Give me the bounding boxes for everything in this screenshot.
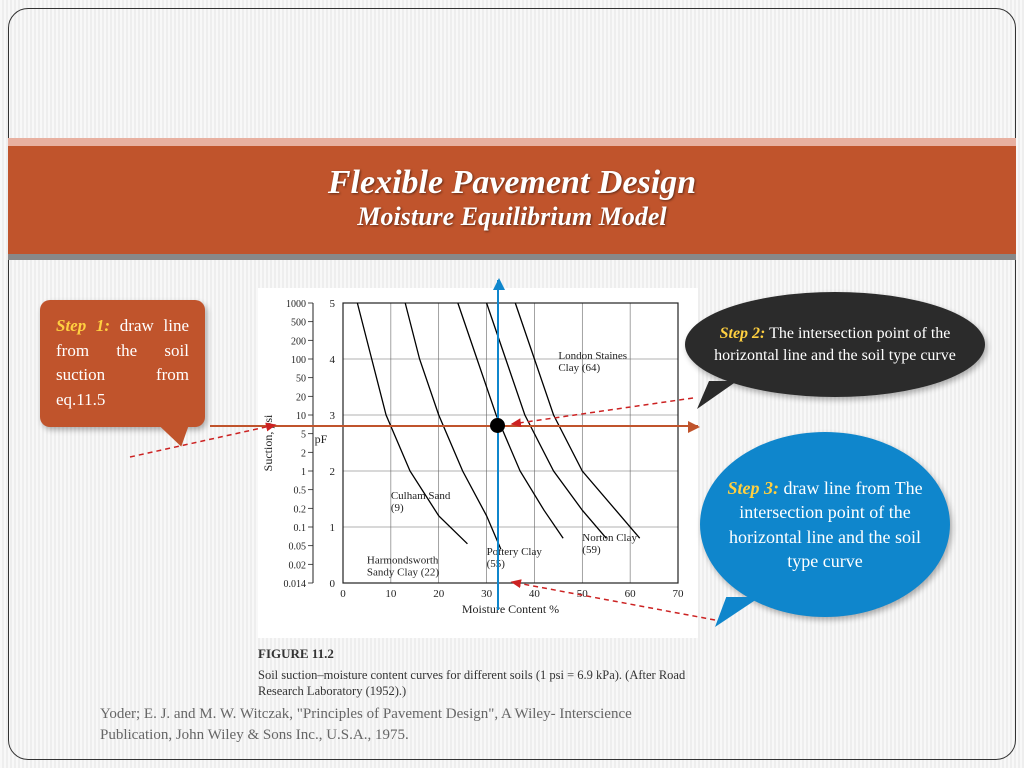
svg-text:100: 100: [291, 355, 306, 366]
svg-text:Harmondsworth: Harmondsworth: [367, 554, 439, 566]
citation: Yoder; E. J. and M. W. Witczak, "Princip…: [100, 704, 660, 746]
svg-text:0.02: 0.02: [289, 560, 307, 571]
svg-text:200: 200: [291, 336, 306, 347]
svg-text:1: 1: [330, 522, 336, 534]
svg-text:Moisture Content %: Moisture Content %: [462, 602, 559, 616]
svg-text:30: 30: [481, 588, 493, 600]
svg-text:(59): (59): [582, 544, 601, 556]
svg-text:0.1: 0.1: [294, 523, 307, 534]
vertical-step-line: [497, 280, 499, 610]
svg-text:10: 10: [385, 588, 397, 600]
svg-text:0.5: 0.5: [294, 486, 307, 497]
figure-caption: FIGURE 11.2 Soil suction–moisture conten…: [258, 645, 698, 700]
svg-text:(9): (9): [391, 502, 404, 514]
svg-text:5: 5: [330, 298, 336, 310]
chart-svg: 0102030405060705432101000500200100502010…: [258, 288, 698, 638]
svg-text:pF: pF: [315, 432, 328, 446]
svg-text:2: 2: [330, 466, 336, 478]
step1-callout: Step 1: draw line from the soil suction …: [40, 300, 205, 427]
title-main: Flexible Pavement Design: [8, 164, 1016, 202]
svg-text:0.2: 0.2: [294, 504, 307, 515]
svg-text:5: 5: [301, 430, 306, 441]
svg-text:Culham Sand: Culham Sand: [391, 490, 451, 502]
svg-text:(55): (55): [487, 558, 506, 570]
svg-text:0: 0: [340, 588, 346, 600]
svg-text:20: 20: [433, 588, 445, 600]
svg-text:Sandy Clay (22): Sandy Clay (22): [367, 566, 439, 578]
title-band: Flexible Pavement Design Moisture Equili…: [8, 138, 1016, 260]
svg-text:Suction, psi: Suction, psi: [261, 414, 275, 471]
svg-text:50: 50: [296, 374, 306, 385]
svg-text:70: 70: [673, 588, 685, 600]
svg-text:0.014: 0.014: [284, 579, 307, 590]
step2-callout: Step 2: The intersection point of the ho…: [685, 292, 985, 397]
horizontal-step-line: [210, 425, 698, 427]
chart-area: 0102030405060705432101000500200100502010…: [258, 288, 698, 638]
svg-text:London Staines: London Staines: [558, 350, 627, 362]
step2-label: Step 2:: [720, 325, 766, 342]
step1-label: Step 1:: [56, 316, 110, 335]
svg-text:40: 40: [529, 588, 541, 600]
svg-text:20: 20: [296, 392, 306, 403]
title-sub: Moisture Equilibrium Model: [8, 202, 1016, 232]
svg-text:1: 1: [301, 467, 306, 478]
svg-text:Pottery Clay: Pottery Clay: [487, 546, 543, 558]
svg-text:Norton Clay: Norton Clay: [582, 532, 637, 544]
svg-text:0.05: 0.05: [289, 542, 307, 553]
svg-text:500: 500: [291, 318, 306, 329]
svg-text:1000: 1000: [286, 299, 306, 310]
svg-text:4: 4: [330, 354, 336, 366]
svg-text:10: 10: [296, 411, 306, 422]
svg-text:Clay (64): Clay (64): [558, 362, 600, 374]
svg-text:3: 3: [330, 410, 336, 422]
step3-callout: Step 3: draw line from The intersection …: [700, 432, 950, 617]
svg-text:50: 50: [577, 588, 589, 600]
step3-label: Step 3:: [727, 478, 779, 498]
svg-text:0: 0: [330, 578, 336, 590]
svg-text:60: 60: [625, 588, 637, 600]
figure-label: FIGURE 11.2: [258, 645, 698, 663]
svg-text:2: 2: [301, 448, 306, 459]
intersection-dot: [490, 418, 505, 433]
figure-caption-text: Soil suction–moisture content curves for…: [258, 668, 685, 699]
